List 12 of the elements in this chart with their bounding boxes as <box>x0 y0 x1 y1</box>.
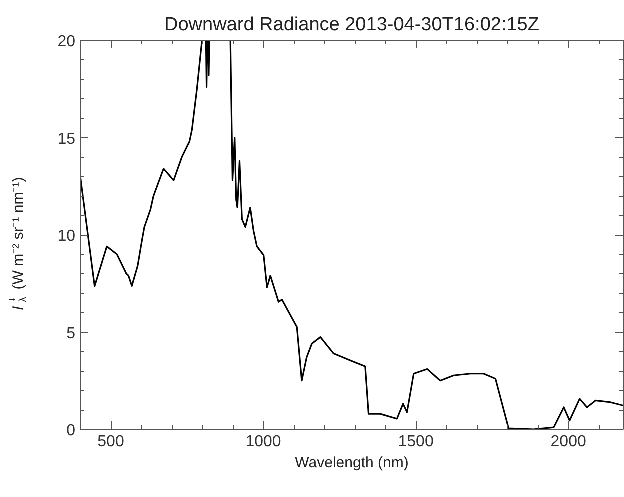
y-tick-label: 20 <box>58 34 76 50</box>
y-tick-label: 15 <box>58 130 76 148</box>
x-tick-label: 1000 <box>246 434 282 450</box>
x-axis-title: Wavelength (nm) <box>295 454 409 472</box>
y-axis-title: I↓λ (W m⁻² sr⁻¹ nm⁻¹) <box>7 177 29 310</box>
chart-title: Downward Radiance 2013-04-30T16:02:15Z <box>164 14 540 36</box>
x-tick-label: 500 <box>98 434 124 450</box>
y-tick-label: 5 <box>66 325 76 342</box>
x-tick-label: 1500 <box>398 434 434 450</box>
x-tick-label: 2000 <box>550 434 586 450</box>
y-tick-label: 0 <box>66 422 76 440</box>
y-tick-label: 10 <box>58 228 76 245</box>
